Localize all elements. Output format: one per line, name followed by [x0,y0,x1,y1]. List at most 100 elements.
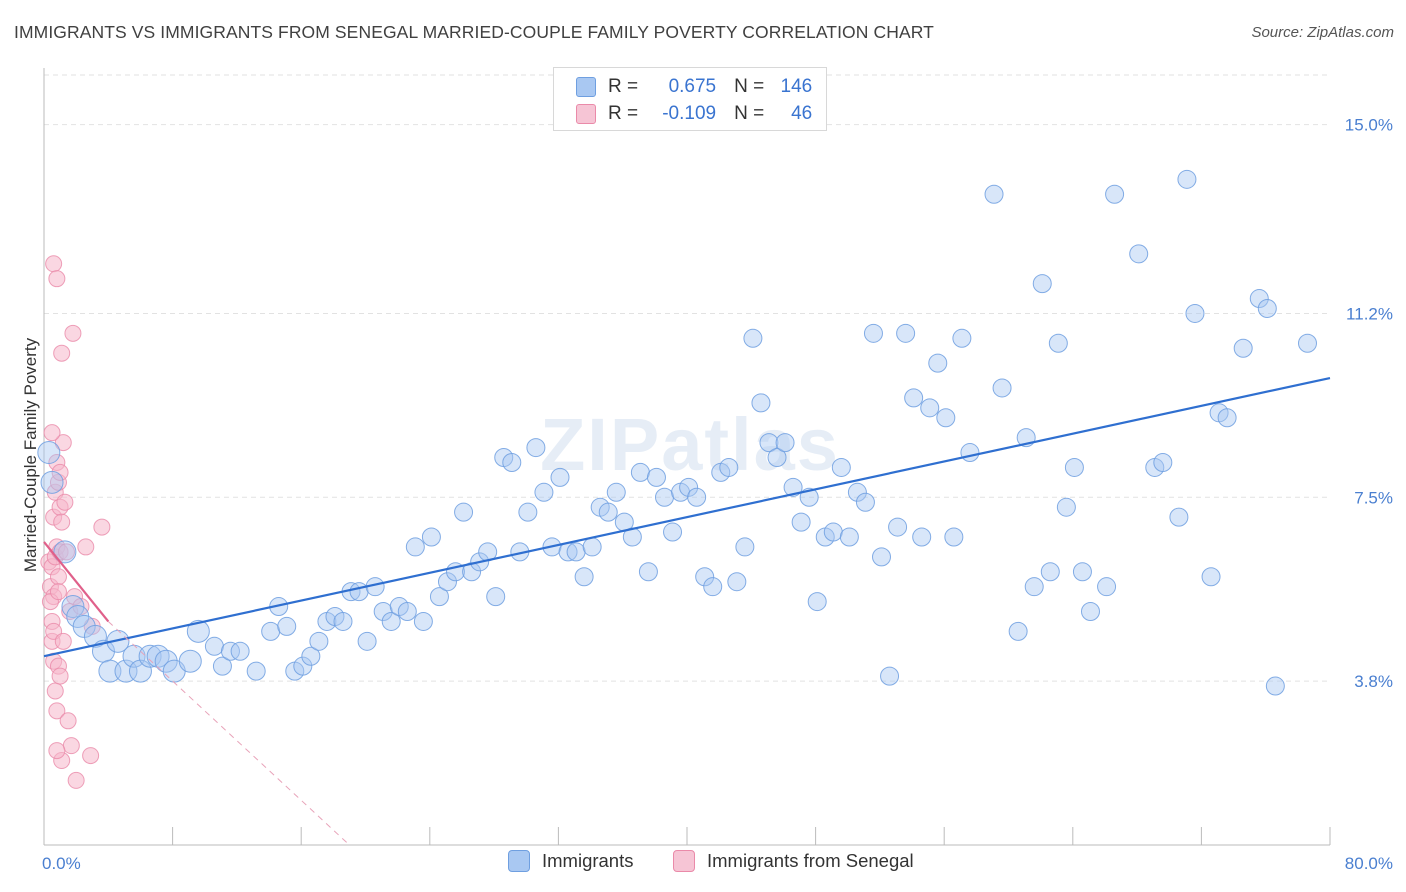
immigrants-point [534,482,554,502]
legend-swatch-immigrants [576,77,596,97]
immigrants-point [1265,676,1285,696]
immigrants-point [1032,274,1052,294]
immigrants-point [872,547,892,567]
immigrants-point [309,631,329,651]
senegal-point [53,344,71,362]
senegal-trend-line [43,541,110,623]
immigrants-point [1185,303,1205,323]
legend-n-label: N = [734,103,765,124]
senegal-point [59,712,77,730]
immigrants-point [293,656,313,676]
immigrants-point [486,587,506,607]
senegal-point [43,424,61,442]
immigrants-point [83,624,107,648]
senegal-points [40,255,111,789]
immigrants-point [230,641,250,661]
immigrants-point [40,470,64,494]
immigrants-point [1177,169,1197,189]
immigrants-point [646,467,666,487]
x-tick-label: 80.0% [1345,854,1393,873]
immigrants-point [606,482,626,502]
legend-n-label: N = [734,76,765,97]
immigrants-point [301,646,321,666]
immigrants-point [630,462,650,482]
legend-row-immigrants: R = 0.675 N = 146 [576,75,812,99]
immigrants-point [912,527,932,547]
senegal-point [67,771,85,789]
immigrants-point [1257,298,1277,318]
immigrants-point [984,184,1004,204]
immigrants-point [526,438,546,458]
y-tick-label: 11.2% [1346,304,1393,323]
legend-row-senegal: R = -0.109 N = 46 [576,102,812,126]
immigrants-point [186,619,210,643]
source-label: Source: ZipAtlas.com [1251,24,1394,41]
immigrants-point [437,572,457,592]
immigrants-point [246,661,266,681]
x-tick-label: 0.0% [42,854,81,873]
immigrants-point [823,522,843,542]
immigrants-point [128,659,152,683]
immigrants-point [679,477,699,497]
senegal-point [51,463,69,481]
immigrants-point [1040,562,1060,582]
senegal-point [48,270,66,288]
immigrants-point [212,656,232,676]
senegal-point [54,434,72,452]
immigrants-point [727,572,747,592]
immigrants-point [397,602,417,622]
legend-n-value: 46 [791,103,813,124]
immigrants-point [357,631,377,651]
senegal-point [77,538,95,556]
senegal-point [49,568,67,586]
bottom-legend-swatch-senegal [673,850,695,872]
immigrants-point [37,441,61,465]
immigrants-point [896,323,916,343]
immigrants-point [807,592,827,612]
immigrants-point [936,408,956,428]
immigrants-point [687,487,707,507]
immigrants-point [638,562,658,582]
immigrants-point [751,393,771,413]
senegal-point [54,632,72,650]
immigrants-point [880,666,900,686]
immigrants-point [654,487,674,507]
y-tick-label: 7.5% [1354,488,1393,507]
immigrants-point [1233,338,1253,358]
immigrants-point [582,537,602,557]
immigrants-point [1217,408,1237,428]
immigrants-point [454,502,474,522]
immigrants-point [695,567,715,587]
immigrants-point [663,522,683,542]
immigrants-point [1097,577,1117,597]
immigrants-point [220,641,240,661]
immigrants-point [888,517,908,537]
senegal-point [45,255,63,273]
legend-r-label: R = [608,76,639,97]
immigrants-point [783,477,803,497]
immigrants-point [333,611,353,631]
bottom-legend-senegal: Immigrants from Senegal [673,850,914,872]
tick-labels: 3.8% 7.5% 11.2% 15.0% 0.0% 80.0% [42,116,1393,873]
legend-n-value: 146 [780,76,813,97]
immigrants-point [839,527,859,547]
immigrants-point [1129,244,1149,264]
legend-swatch-senegal [576,104,596,124]
immigrants-point [767,448,787,468]
immigrants-point [1072,562,1092,582]
watermark: ZIPatlas [540,403,840,486]
bottom-legend-label: Immigrants [542,850,634,871]
immigrants-point [502,452,522,472]
immigrants-point [791,512,811,532]
immigrants-point [261,621,281,641]
immigrants-point [992,378,1012,398]
senegal-point [46,682,64,700]
immigrants-point [863,323,883,343]
immigrants-point [349,582,369,602]
immigrants-point [381,611,401,631]
immigrants-point [178,649,202,673]
immigrants-point [1297,333,1317,353]
immigrants-point [719,457,739,477]
senegal-point [51,667,69,685]
